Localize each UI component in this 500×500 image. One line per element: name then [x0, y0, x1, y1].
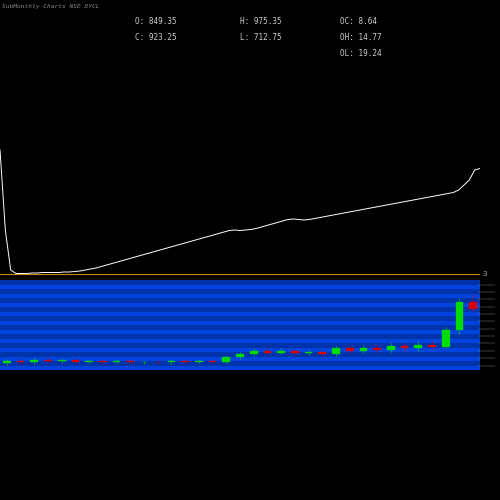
- Bar: [0, 366, 480, 370]
- Bar: [318, 352, 326, 354]
- Text: O: 849.35: O: 849.35: [135, 17, 176, 26]
- Bar: [442, 330, 450, 347]
- Bar: [456, 302, 464, 330]
- Bar: [195, 361, 202, 362]
- Bar: [222, 357, 230, 362]
- Bar: [428, 345, 436, 347]
- Bar: [72, 360, 80, 362]
- Bar: [0, 352, 480, 356]
- Bar: [291, 352, 298, 354]
- Bar: [0, 302, 480, 307]
- Text: H: 975.35: H: 975.35: [240, 17, 282, 26]
- Text: SubMonthly Charts NSE DYCL: SubMonthly Charts NSE DYCL: [2, 4, 100, 9]
- Bar: [250, 350, 258, 354]
- Bar: [346, 348, 354, 350]
- Bar: [44, 360, 52, 362]
- Text: 3: 3: [482, 270, 487, 276]
- Bar: [414, 345, 422, 348]
- Bar: [332, 348, 340, 354]
- Bar: [0, 338, 480, 343]
- Bar: [0, 289, 480, 294]
- Bar: [0, 361, 480, 366]
- Bar: [58, 360, 66, 362]
- Bar: [0, 348, 480, 352]
- Bar: [304, 352, 312, 354]
- Bar: [470, 302, 477, 309]
- Bar: [0, 325, 480, 330]
- Bar: [0, 284, 480, 289]
- Bar: [0, 330, 480, 334]
- Bar: [0, 343, 480, 347]
- Bar: [30, 360, 38, 362]
- Text: L: 712.75: L: 712.75: [240, 33, 282, 42]
- Bar: [0, 280, 480, 284]
- Bar: [86, 361, 93, 362]
- Bar: [360, 348, 368, 350]
- Bar: [0, 312, 480, 316]
- Bar: [0, 334, 480, 338]
- Bar: [0, 294, 480, 298]
- Bar: [0, 320, 480, 325]
- Bar: [0, 298, 480, 302]
- Text: C: 923.25: C: 923.25: [135, 33, 176, 42]
- Bar: [16, 360, 24, 362]
- Bar: [0, 307, 480, 312]
- Bar: [400, 346, 408, 348]
- Text: OH: 14.77: OH: 14.77: [340, 33, 382, 42]
- Text: OC: 8.64: OC: 8.64: [340, 17, 377, 26]
- Bar: [264, 350, 272, 352]
- Bar: [374, 348, 381, 350]
- Bar: [0, 316, 480, 320]
- Text: OL: 19.24: OL: 19.24: [340, 49, 382, 58]
- Bar: [208, 361, 216, 362]
- Bar: [387, 346, 394, 350]
- Bar: [0, 356, 480, 361]
- Bar: [99, 361, 106, 362]
- Bar: [236, 354, 244, 357]
- Bar: [3, 360, 10, 363]
